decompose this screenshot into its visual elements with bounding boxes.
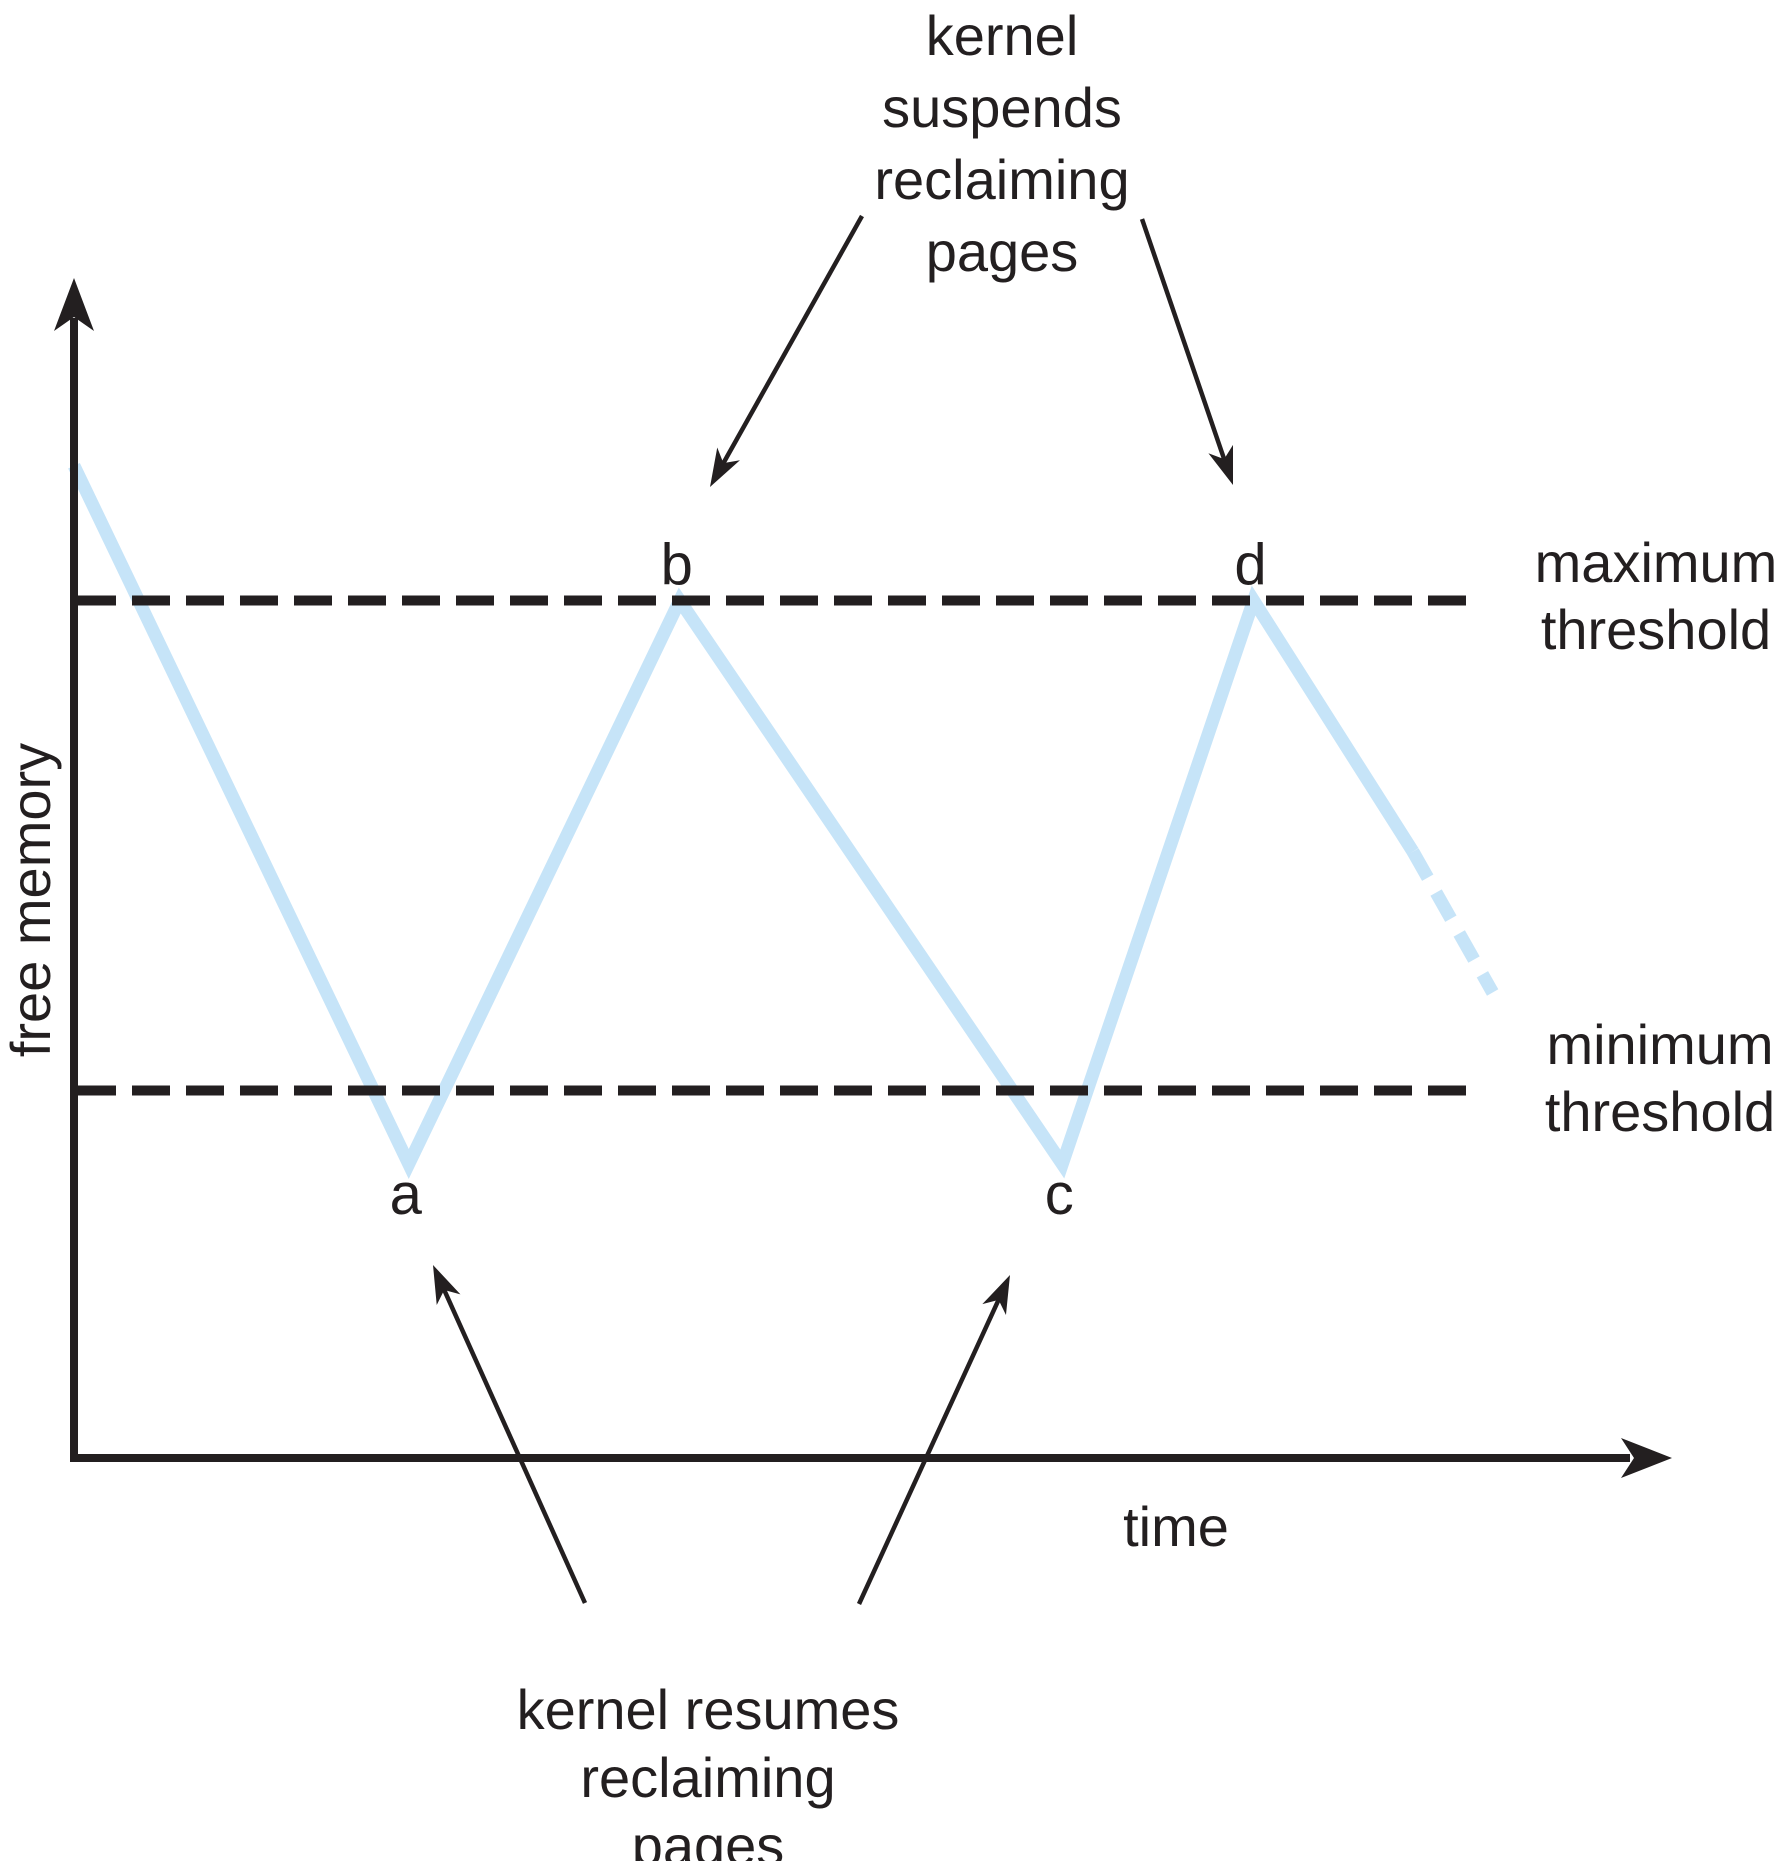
suspend-arrow-to-d-head-icon [1208,444,1233,485]
x-axis-arrowhead-icon [1621,1438,1672,1478]
point-label-c: c [1045,1162,1074,1227]
resume-arrow-to-c [856,1294,1003,1605]
suspend-annotation: kernel suspends reclaiming pages [874,4,1130,283]
point-label-a: a [390,1162,423,1227]
max-threshold-label: maximum threshold [1534,531,1778,661]
suspend-arrow-to-b [719,214,864,469]
y-axis-label: free memory [0,742,62,1058]
free-memory-curve [68,462,1419,1180]
point-label-d: d [1234,533,1266,598]
curve-projection-dashed [1407,848,1499,996]
point-label-b: b [661,533,693,598]
x-axis-label: time [1123,1495,1229,1558]
y-axis-arrowhead-icon [54,278,94,331]
suspend-arrow-to-d [1139,218,1228,465]
resume-annotation: kernel resumes reclaiming pages [516,1678,900,1861]
suspend-arrow-to-b-head-icon [710,447,740,487]
resume-arrow-to-a [440,1284,588,1604]
resume-arrow-to-c-head-icon [982,1275,1010,1315]
resume-arrow-to-a-head-icon [433,1265,461,1305]
min-threshold-label: minimum threshold [1544,1013,1776,1143]
